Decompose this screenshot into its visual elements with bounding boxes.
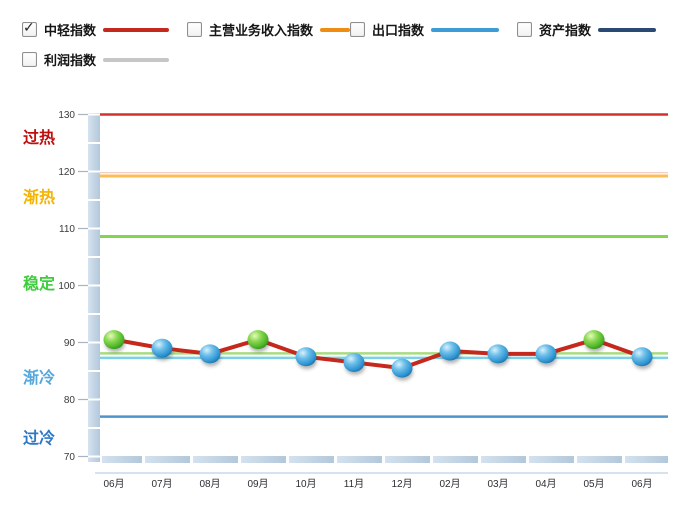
- data-point[interactable]: [487, 344, 509, 364]
- data-point[interactable]: [343, 352, 365, 372]
- checkbox-unchecked[interactable]: [350, 22, 365, 37]
- x-axis-bar-segment: [289, 456, 334, 463]
- month-label: 10月: [295, 478, 316, 490]
- y-tick-label: 80: [64, 395, 76, 406]
- month-label: 05月: [583, 478, 604, 490]
- x-axis-bar-segment: [385, 456, 430, 463]
- zone-label: 稳定: [23, 274, 55, 293]
- data-point[interactable]: [247, 330, 269, 350]
- data-point[interactable]: [295, 347, 317, 367]
- month-label: 06月: [103, 478, 124, 490]
- x-axis-bar-segment: [625, 456, 668, 463]
- x-axis-bar-segment: [529, 456, 574, 463]
- zone-label: 过热: [23, 128, 55, 147]
- legend-label: 出口指数: [372, 23, 425, 38]
- zone-label: 渐冷: [23, 368, 55, 387]
- month-label: 11月: [344, 478, 364, 490]
- month-label: 12月: [391, 478, 412, 490]
- checkbox-unchecked[interactable]: [187, 22, 202, 37]
- legend-item-4[interactable]: 利润指数: [22, 52, 187, 68]
- legend-item-0[interactable]: ✓ 中轻指数: [22, 19, 187, 38]
- y-tick-label: 110: [59, 224, 75, 235]
- x-axis-bar-segment: [337, 456, 382, 463]
- legend-label: 利润指数: [44, 53, 97, 68]
- data-point[interactable]: [103, 330, 125, 350]
- checkbox-checked[interactable]: ✓: [22, 19, 37, 37]
- data-point[interactable]: [199, 344, 221, 364]
- month-label: 07月: [151, 478, 172, 490]
- data-point[interactable]: [535, 344, 557, 364]
- legend-item-3[interactable]: 资产指数: [517, 22, 674, 38]
- month-label: 09月: [247, 478, 268, 490]
- checkbox-unchecked[interactable]: [517, 22, 532, 37]
- zone-label: 过冷: [23, 428, 55, 447]
- legend-series-line: [103, 27, 169, 32]
- y-tick-label: 90: [64, 338, 76, 349]
- legend-label: 主营业务收入指数: [209, 23, 314, 38]
- x-axis-bar-segment: [145, 456, 190, 463]
- y-tick-label: 130: [58, 110, 75, 121]
- data-point[interactable]: [151, 338, 173, 358]
- data-point[interactable]: [391, 358, 413, 378]
- legend-series-line: [320, 27, 351, 32]
- check-icon: ✓: [23, 19, 35, 35]
- month-label: 03月: [487, 478, 508, 490]
- data-point[interactable]: [583, 330, 605, 350]
- x-axis-bar-segment: [577, 456, 622, 463]
- legend-label: 中轻指数: [44, 23, 97, 38]
- legend-series-line: [431, 27, 499, 32]
- legend-series-line: [598, 27, 656, 32]
- x-axis-bar-segment: [102, 456, 142, 463]
- legend-item-2[interactable]: 出口指数: [350, 22, 517, 38]
- checkbox-unchecked[interactable]: [22, 52, 37, 67]
- month-label: 08月: [199, 478, 220, 490]
- month-label: 02月: [439, 478, 460, 490]
- y-tick-label: 120: [58, 167, 75, 178]
- legend-series-line: [103, 57, 169, 62]
- y-axis-bar: [88, 113, 100, 462]
- month-label: 04月: [535, 478, 556, 490]
- x-axis-bar-segment: [241, 456, 286, 463]
- y-tick-label: 100: [58, 281, 75, 292]
- legend-label: 资产指数: [539, 23, 592, 38]
- x-axis-bar-segment: [481, 456, 526, 463]
- legend: ✓ 中轻指数 主营业务收入指数 出口指数 资产指数利润指数: [22, 19, 674, 68]
- legend-item-1[interactable]: 主营业务收入指数: [187, 22, 351, 38]
- x-axis-bar-segment: [433, 456, 478, 463]
- data-point[interactable]: [439, 341, 461, 361]
- data-point[interactable]: [631, 347, 653, 367]
- y-tick-label: 70: [64, 452, 76, 463]
- x-axis-bar-segment: [193, 456, 238, 463]
- zone-label: 渐热: [23, 188, 55, 207]
- month-label: 06月: [631, 478, 652, 490]
